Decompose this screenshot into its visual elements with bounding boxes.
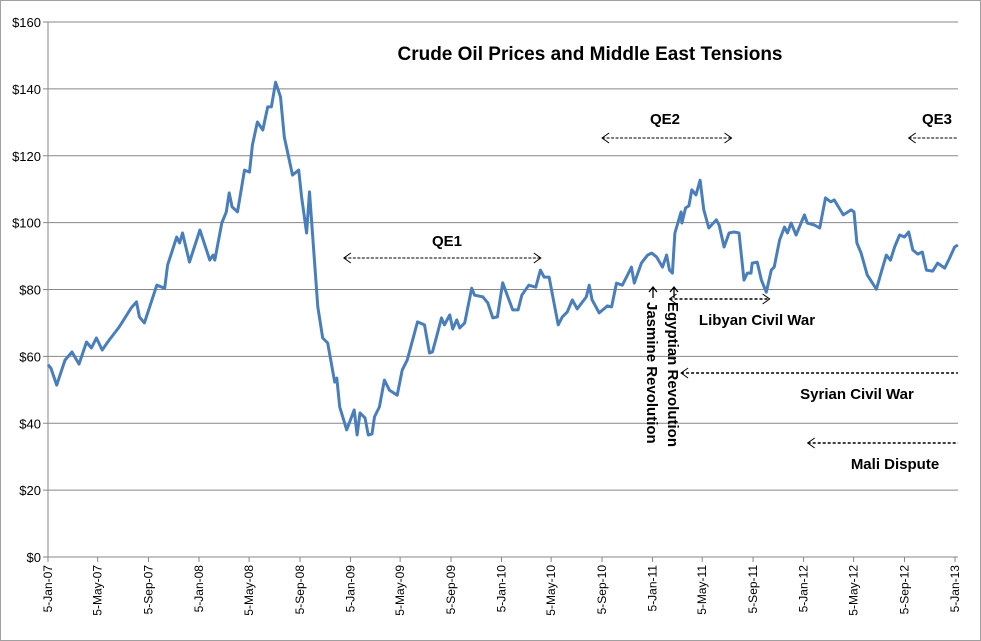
- arrowhead-icon: [762, 293, 771, 305]
- arrowhead-icon: [806, 437, 815, 449]
- x-tick-label: 5-May-10: [544, 565, 558, 616]
- annotation-egyptian: Egyptian Revolution: [664, 285, 681, 447]
- arrowhead-icon: [680, 367, 689, 379]
- annotation-label: QE1: [432, 233, 462, 250]
- y-tick-label: $160: [12, 15, 41, 30]
- arrowhead-icon: [342, 252, 352, 264]
- x-tick-label: 5-Sep-12: [898, 565, 912, 615]
- y-axis: $0 $20 $40 $60 $80 $100 $120 $140 $160: [12, 15, 49, 565]
- x-tick-label: 5-May-08: [242, 565, 256, 616]
- annotation-label: Egyptian Revolution: [664, 302, 681, 447]
- x-tick-label: 5-Jan-11: [646, 565, 660, 612]
- annotation-qe1: QE1: [342, 233, 542, 264]
- y-tick-label: $80: [19, 283, 41, 298]
- x-tick-label: 5-May-12: [847, 565, 861, 616]
- arrow-up-icon: [669, 285, 679, 298]
- y-tick-label: $100: [12, 216, 41, 231]
- y-tick-label: $20: [19, 483, 41, 498]
- annotation-jasmine: Jasmine Revolution: [643, 285, 660, 444]
- annotation-label: QE3: [922, 111, 952, 128]
- annotation-label: QE2: [650, 111, 680, 128]
- annotation-mali: Mali Dispute: [806, 437, 958, 473]
- annotation-qe2: QE2: [601, 111, 733, 144]
- x-tick-label: 5-Sep-09: [444, 565, 458, 615]
- arrowhead-icon: [533, 252, 542, 264]
- annotations: QE1 QE2 QE3 Libyan Civil War Syrian Civil Wa…: [342, 111, 958, 473]
- x-axis: 5-Jan-07 5-May-07 5-Sep-07 5-Jan-08 5-May-08…: [41, 556, 962, 616]
- x-tick-label: 5-Jan-12: [797, 565, 811, 613]
- x-tick-label: 5-Sep-07: [142, 565, 156, 615]
- arrow-up-icon: [648, 285, 658, 298]
- x-tick-label: 5-May-09: [393, 565, 407, 616]
- annotation-label: Syrian Civil War: [800, 386, 914, 403]
- x-tick-label: 5-Jan-08: [192, 565, 206, 613]
- x-tick-label: 5-Sep-11: [746, 565, 760, 614]
- chart-title: Crude Oil Prices and Middle East Tension…: [397, 44, 782, 65]
- series-line-crude-oil-price: [46, 80, 959, 437]
- annotation-label: Jasmine Revolution: [643, 302, 660, 444]
- arrowhead-icon: [907, 132, 916, 144]
- x-tick-label: 5-Jan-07: [41, 565, 55, 613]
- annotation-label: Libyan Civil War: [699, 312, 815, 329]
- annotation-syrian: Syrian Civil War: [680, 367, 958, 403]
- y-tick-label: $140: [12, 82, 41, 97]
- annotation-qe3: QE3: [907, 111, 958, 144]
- x-tick-label: 5-May-11: [695, 565, 709, 615]
- y-tick-label: $0: [27, 550, 41, 565]
- arrowhead-icon: [724, 132, 733, 144]
- x-tick-label: 5-Sep-10: [595, 565, 609, 615]
- y-tick-label: $120: [12, 149, 41, 164]
- arrowhead-icon: [601, 132, 610, 144]
- annotation-label: Mali Dispute: [851, 456, 939, 473]
- x-tick-label: 5-Jan-13: [948, 565, 962, 613]
- gridlines: [48, 21, 958, 491]
- x-tick-label: 5-Sep-08: [293, 565, 307, 615]
- y-tick-label: $40: [19, 416, 41, 431]
- y-tick-label: $60: [19, 349, 41, 364]
- x-tick-label: 5-Jan-10: [495, 565, 509, 613]
- x-tick-label: 5-Jan-09: [343, 565, 357, 613]
- x-tick-label: 5-May-07: [91, 565, 105, 616]
